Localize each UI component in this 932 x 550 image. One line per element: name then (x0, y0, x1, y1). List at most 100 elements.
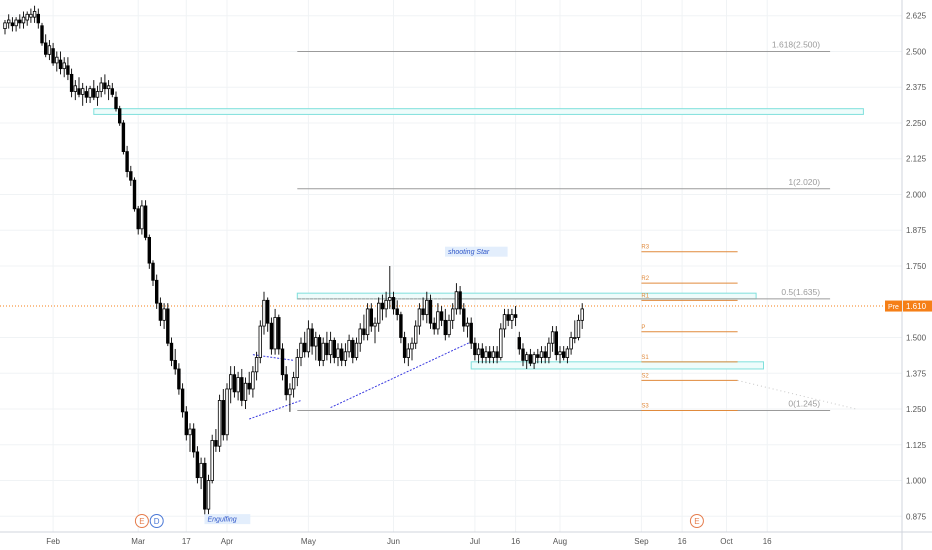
candle (258, 320, 262, 364)
event-marker[interactable]: E (689, 514, 704, 528)
candle (55, 51, 59, 72)
candle-body (10, 22, 15, 27)
candle-body (129, 171, 133, 181)
candle-body (51, 48, 55, 64)
candle (32, 5, 37, 23)
candle (428, 294, 433, 329)
candle (513, 306, 518, 327)
candle-body (539, 351, 544, 358)
candle-body (428, 299, 433, 324)
candle-body (476, 348, 481, 356)
candle (99, 77, 103, 98)
candle (525, 351, 529, 369)
candle-body (166, 308, 170, 344)
candle (450, 303, 455, 329)
candle-body (184, 411, 188, 436)
candle-body (343, 351, 348, 361)
candle-body (517, 337, 521, 350)
event-marker[interactable]: D (149, 514, 164, 528)
candle-body (310, 328, 314, 347)
candle-body (554, 331, 558, 356)
candle (69, 68, 74, 98)
candle (18, 14, 22, 29)
pre-market-label: Pre (888, 304, 899, 311)
candle-body (154, 279, 159, 304)
pivot-levels: R3 R2 R1 P S1 S2 S3 (641, 245, 738, 411)
candle (299, 337, 303, 367)
candle (88, 85, 92, 103)
candle (214, 429, 218, 452)
candle-body (358, 328, 362, 344)
zone-rectangle (93, 108, 864, 115)
candle (484, 346, 488, 364)
candle (302, 331, 307, 358)
candle-body (458, 291, 462, 310)
candle (217, 394, 222, 452)
price-axis-tick-label: 2.250 (906, 119, 927, 128)
time-axis-tick-label: 16 (678, 537, 687, 546)
candle-body (317, 337, 322, 361)
candle (473, 337, 477, 361)
candle (251, 366, 255, 398)
candle (458, 286, 462, 315)
candle (558, 346, 562, 364)
candle-body (562, 351, 566, 358)
candle (95, 85, 100, 106)
candle-body (532, 354, 536, 364)
candle-body (465, 322, 470, 327)
candle (136, 205, 140, 235)
candle-body (580, 308, 584, 321)
candle-body (547, 342, 551, 358)
candle-body (291, 377, 296, 390)
candle (106, 80, 111, 101)
candle (517, 331, 521, 355)
price-axis-tick-label: 1.750 (906, 262, 927, 271)
event-circle (689, 514, 704, 528)
candle-body (413, 325, 418, 344)
candle-body (188, 428, 192, 436)
candle (280, 343, 285, 381)
candle (476, 343, 481, 364)
candle-body (169, 342, 174, 361)
candle-body (114, 96, 118, 110)
candle-body (210, 440, 214, 481)
candle (84, 85, 89, 103)
candle (199, 457, 203, 490)
candle-body (395, 308, 399, 316)
candle-body (384, 299, 388, 310)
candle (103, 74, 107, 95)
candle-body (247, 382, 251, 390)
candle (195, 446, 200, 484)
candle (491, 346, 496, 364)
zone-rectangle (296, 292, 757, 300)
candle (321, 337, 325, 367)
pivot-level-label: S1 (641, 355, 649, 361)
candle (362, 314, 366, 341)
candle (436, 303, 440, 335)
candle-body (550, 331, 555, 344)
candle-body (328, 339, 333, 356)
time-axis-tick-label: 16 (763, 537, 772, 546)
candle-body (29, 13, 33, 18)
candle (358, 323, 362, 352)
candle-body (103, 82, 107, 90)
candle (44, 34, 48, 58)
candle-body (513, 314, 518, 318)
candle (454, 283, 459, 315)
candle-body (391, 297, 396, 310)
candle (306, 320, 311, 358)
trend-line (330, 341, 472, 409)
candle-body (295, 357, 299, 378)
candle (66, 57, 70, 81)
candle-body (195, 451, 200, 479)
candle-body (106, 85, 111, 90)
trend-line (249, 399, 302, 420)
candle-body (273, 317, 277, 350)
event-label: E (139, 517, 144, 526)
event-marker[interactable]: E (134, 514, 149, 528)
candle-body (84, 91, 89, 98)
candle (147, 234, 151, 269)
